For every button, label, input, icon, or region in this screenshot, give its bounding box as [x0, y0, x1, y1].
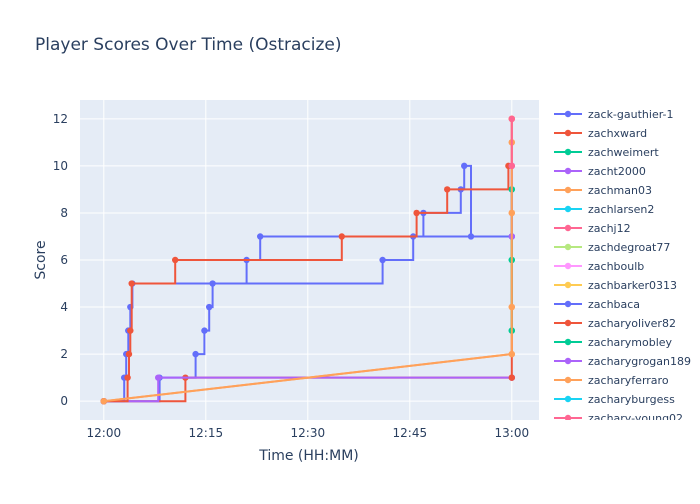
legend-marker [564, 319, 572, 327]
legend-marker [564, 205, 572, 213]
data-point[interactable] [508, 162, 515, 170]
data-point[interactable] [379, 256, 386, 264]
y-tick-label: 12 [53, 112, 68, 126]
data-point[interactable] [257, 233, 264, 240]
data-point[interactable] [508, 374, 515, 381]
legend-label: zachj12 [588, 222, 631, 235]
legend-item[interactable]: zack-gauthier-1 [554, 108, 674, 121]
legend-marker [564, 338, 572, 346]
y-tick-label: 2 [60, 347, 68, 361]
y-axis-label: Score [33, 240, 49, 279]
y-tick-label: 4 [60, 300, 68, 314]
legend-marker [564, 376, 572, 384]
legend-item[interactable]: zachbaca [554, 298, 640, 311]
legend-marker [564, 262, 572, 270]
legend-label: zachbarker0313 [588, 279, 677, 292]
x-tick-label: 12:00 [87, 426, 122, 440]
data-point[interactable] [124, 374, 131, 381]
legend-label: zachman03 [588, 184, 652, 197]
legend-item[interactable]: zacht2000 [554, 165, 646, 178]
data-point[interactable] [461, 162, 468, 170]
legend-item[interactable]: zachweimert [554, 146, 659, 159]
legend-marker [564, 357, 572, 365]
legend-marker [564, 110, 572, 118]
legend-item[interactable]: zacharyburgess [554, 393, 675, 406]
data-point[interactable] [100, 397, 108, 405]
legend-item[interactable]: zachj12 [554, 222, 631, 235]
legend-label: zacharyburgess [588, 393, 675, 406]
data-point[interactable] [192, 350, 199, 358]
legend-marker [564, 129, 572, 137]
legend-label: zacharyoliver82 [588, 317, 676, 330]
legend-label: zacht2000 [588, 165, 646, 178]
series-line [103, 164, 512, 403]
data-point[interactable] [508, 115, 515, 123]
x-tick-label: 12:15 [189, 426, 224, 440]
x-tick-label: 12:30 [291, 426, 326, 440]
y-tick-label: 8 [60, 206, 68, 220]
legend-label: zachlarsen2 [588, 203, 654, 216]
legend-item[interactable]: zachdegroat77 [554, 241, 670, 254]
legend-item[interactable]: zachboulb [554, 260, 644, 273]
data-point[interactable] [125, 350, 133, 358]
legend-label: zachbaca [588, 298, 640, 311]
data-point[interactable] [508, 303, 515, 311]
y-tick-label: 0 [60, 394, 68, 408]
legend-marker [564, 281, 572, 289]
data-point[interactable] [206, 303, 213, 311]
legend-label: zacharyferraro [588, 374, 669, 387]
data-point[interactable] [508, 209, 515, 217]
series-line [103, 376, 512, 403]
data-point[interactable] [128, 280, 135, 287]
x-tick-label: 13:00 [495, 426, 530, 440]
data-point[interactable] [413, 209, 420, 217]
legend-label: zachary-young02 [588, 412, 683, 425]
series-zachary-young02[interactable] [508, 115, 515, 170]
x-axis-ticks: 12:00 12:15 12:30 12:45 13:00 [87, 426, 530, 440]
data-point[interactable] [508, 350, 515, 358]
legend-label: zachdegroat77 [588, 241, 670, 254]
legend-label: zack-gauthier-1 [588, 108, 674, 121]
legend-item[interactable]: zacharygrogan189 [554, 355, 691, 368]
y-tick-label: 10 [53, 159, 68, 173]
chart-title: Player Scores Over Time (Ostracize) [35, 35, 342, 55]
legend-item[interactable]: zachman03 [554, 184, 652, 197]
legend-marker [564, 148, 572, 156]
data-point[interactable] [155, 374, 162, 381]
legend-item[interactable]: zachlarsen2 [554, 203, 654, 216]
legend-marker [564, 224, 572, 232]
legend-item[interactable]: zacharyoliver82 [554, 317, 676, 330]
y-tick-label: 6 [60, 253, 68, 267]
legend-marker [564, 243, 572, 251]
y-axis-ticks: 0 2 4 6 8 10 12 [53, 112, 68, 408]
legend[interactable]: zack-gauthier-1 zachxward zachweimert zacht… [554, 108, 691, 425]
legend-item[interactable]: zachary-young02 [554, 412, 683, 425]
legend-label: zachweimert [588, 146, 659, 159]
legend-marker [564, 186, 572, 194]
legend-item[interactable]: zacharymobley [554, 336, 673, 349]
legend-marker [564, 300, 572, 308]
legend-marker [564, 395, 572, 403]
legend-label: zacharygrogan189 [588, 355, 691, 368]
legend-label: zachxward [588, 127, 647, 140]
legend-label: zachboulb [588, 260, 644, 273]
legend-marker [564, 414, 572, 420]
x-axis-label: Time (HH:MM) [258, 448, 359, 464]
legend-label: zacharymobley [588, 336, 673, 349]
series-layer [100, 115, 515, 405]
legend-item[interactable]: zachxward [554, 127, 647, 140]
legend-marker [564, 167, 572, 175]
data-point[interactable] [172, 256, 179, 264]
data-point[interactable] [127, 327, 134, 334]
legend-item[interactable]: zachbarker0313 [554, 279, 677, 292]
legend-item[interactable]: zacharyferraro [554, 374, 669, 387]
data-point[interactable] [444, 186, 451, 193]
data-point[interactable] [338, 233, 345, 240]
x-tick-label: 12:45 [393, 426, 428, 440]
data-point[interactable] [201, 327, 208, 334]
